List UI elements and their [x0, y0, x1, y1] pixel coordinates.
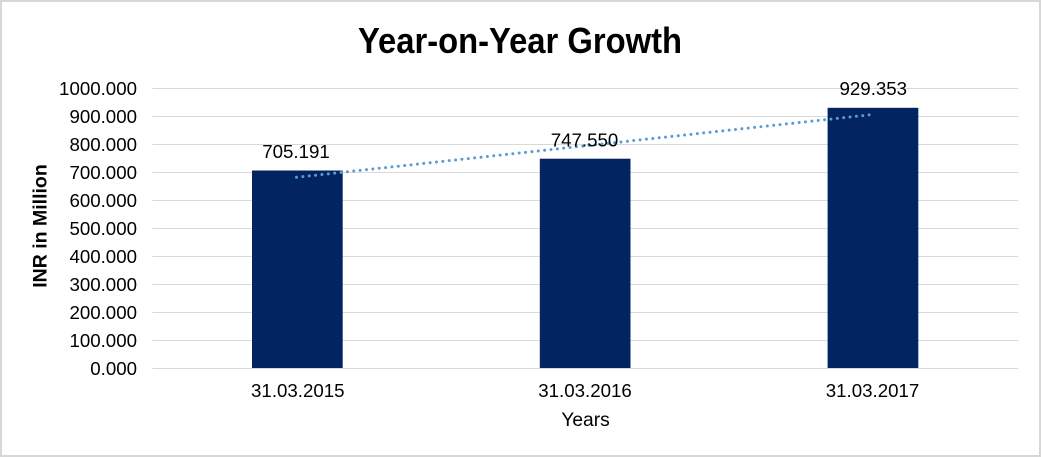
svg-text:400.000: 400.000: [69, 246, 137, 267]
svg-text:800.000: 800.000: [69, 134, 137, 155]
svg-text:200.000: 200.000: [69, 302, 137, 323]
svg-text:900.000: 900.000: [69, 106, 137, 127]
svg-text:500.000: 500.000: [69, 218, 137, 239]
svg-text:0.000: 0.000: [90, 358, 137, 379]
svg-text:600.000: 600.000: [69, 190, 137, 211]
svg-text:700.000: 700.000: [69, 162, 137, 183]
svg-text:747.550: 747.550: [551, 129, 619, 150]
svg-text:31.03.2017: 31.03.2017: [826, 380, 920, 401]
svg-text:705.191: 705.191: [262, 141, 330, 162]
svg-text:INR in Million: INR in Million: [30, 164, 52, 287]
svg-text:Years: Years: [561, 410, 609, 431]
svg-text:Year-on-Year Growth: Year-on-Year Growth: [358, 20, 682, 61]
svg-text:31.03.2015: 31.03.2015: [251, 380, 345, 401]
svg-text:31.03.2016: 31.03.2016: [538, 380, 632, 401]
svg-text:1000.000: 1000.000: [59, 78, 137, 99]
svg-text:300.000: 300.000: [69, 274, 137, 295]
svg-text:100.000: 100.000: [69, 330, 137, 351]
svg-text:929.353: 929.353: [840, 78, 908, 99]
